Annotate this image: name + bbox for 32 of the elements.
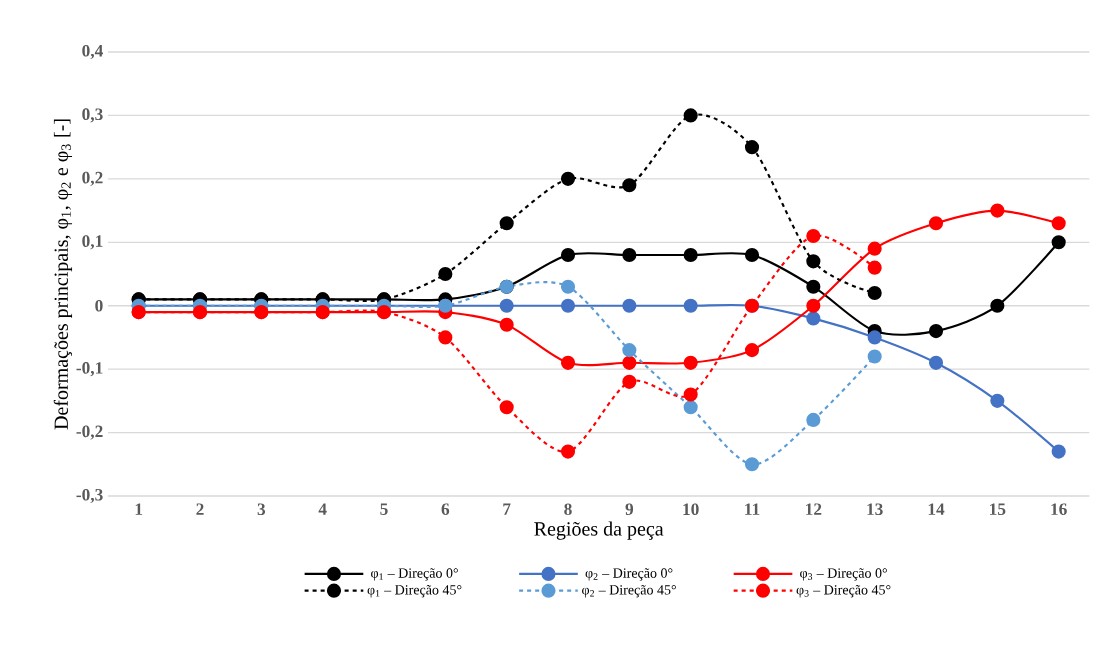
x-tick-label: 8: [564, 503, 572, 516]
x-tick-label: 15: [990, 503, 1006, 515]
legend-label: φ$_{2}$ – Direção 45°: [582, 584, 676, 598]
y-tick-label: 0,4: [82, 44, 103, 60]
x-tick-label: 9: [625, 503, 634, 516]
x-tick-label: 10: [683, 503, 699, 516]
y-tick-label: 0,2: [82, 171, 103, 186]
x-tick-label: 5: [380, 503, 388, 515]
x-tick-label: 4: [318, 503, 327, 515]
y-tick-label: 0,3: [82, 108, 103, 123]
x-tick-label: 2: [196, 503, 204, 515]
x-tick-label: 6: [441, 503, 450, 516]
x-axis-title: Regiões da peça: [534, 521, 664, 540]
x-tick-label: 3: [257, 503, 266, 516]
y-tick-label: -0,1: [76, 362, 103, 377]
y-tick-label: -0,2: [76, 425, 103, 440]
y-axis-title: Deformações principais, φ$_{1}$, φ$_{2}$ e φ$_{3}$ [-]: [53, 119, 73, 430]
x-tick-label: 14: [928, 503, 945, 515]
x-tick-label: 1: [135, 503, 143, 515]
x-tick-label: 11: [745, 503, 760, 515]
x-tick-label: 7: [503, 503, 511, 515]
x-tick-label: 12: [806, 503, 822, 515]
y-tick-label: 0: [95, 299, 103, 312]
x-tick-label: 13: [867, 503, 883, 516]
legend-label: φ$_{1}$ – Direção 0°: [371, 568, 458, 581]
y-tick-label: 0,1: [82, 235, 103, 250]
legend-label: φ$_{1}$ – Direção 45°: [367, 584, 462, 598]
legend-label: φ$_{3}$ – Direção 45°: [796, 584, 891, 598]
x-tick-label: 16: [1051, 503, 1067, 516]
legend-label: φ$_{2}$ – Direção 0°: [585, 568, 673, 581]
y-tick-label: -0,3: [76, 488, 103, 504]
legend-label: φ$_{3}$ – Direção 0°: [800, 568, 887, 581]
